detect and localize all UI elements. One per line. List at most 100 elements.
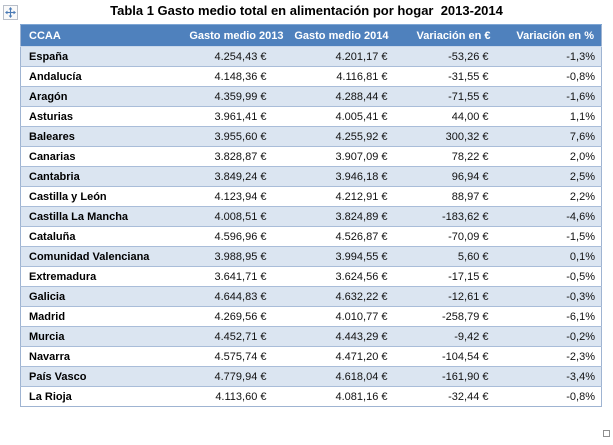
cell-variacion-eur: -9,42 € [395,326,498,347]
cell-gasto-2014: 4.201,17 € [290,46,396,67]
cell-ccaa: Aragón [20,86,161,107]
cell-ccaa: Castilla La Mancha [20,206,161,227]
cell-gasto-2013: 4.359,99 € [160,86,291,107]
table-row: País Vasco 4.779,94 € 4.618,04 € -161,90… [20,366,602,387]
cell-ccaa: Asturias [20,106,161,127]
cell-gasto-2014: 4.116,81 € [290,66,396,87]
cell-variacion-eur: 96,94 € [395,166,498,187]
cell-gasto-2014: 4.632,22 € [290,286,396,307]
cell-gasto-2013: 3.641,71 € [160,266,291,287]
header-row: CCAA Gasto medio 2013 Gasto medio 2014 V… [20,24,602,47]
cell-ccaa: Andalucía [20,66,161,87]
cell-ccaa: Navarra [20,346,161,367]
cell-gasto-2013: 4.779,94 € [160,366,291,387]
table-body: España 4.254,43 € 4.201,17 € -53,26 € -1… [20,46,602,407]
table-row: Asturias 3.961,41 € 4.005,41 € 44,00 € 1… [20,106,602,127]
cell-gasto-2014: 4.288,44 € [290,86,396,107]
cell-gasto-2013: 4.254,43 € [160,46,291,67]
cell-gasto-2014: 4.443,29 € [290,326,396,347]
cell-ccaa: La Rioja [20,386,161,407]
cell-variacion-eur: -53,26 € [395,46,498,67]
cell-gasto-2014: 4.010,77 € [290,306,396,327]
cell-gasto-2014: 4.212,91 € [290,186,396,207]
cell-gasto-2013: 4.644,83 € [160,286,291,307]
cell-variacion-pct: -1,6% [497,86,602,107]
cell-ccaa: Cantabria [20,166,161,187]
cell-gasto-2014: 4.255,92 € [290,126,396,147]
cell-gasto-2013: 4.269,56 € [160,306,291,327]
cell-variacion-eur: 88,97 € [395,186,498,207]
cell-gasto-2014: 4.618,04 € [290,366,396,387]
cell-variacion-pct: -2,3% [497,346,602,367]
table-row: Navarra 4.575,74 € 4.471,20 € -104,54 € … [20,346,602,367]
table-row: Andalucía 4.148,36 € 4.116,81 € -31,55 €… [20,66,602,87]
cell-ccaa: Baleares [20,126,161,147]
cell-variacion-pct: -1,3% [497,46,602,67]
move-arrows-icon [5,7,16,18]
cell-variacion-pct: -4,6% [497,206,602,227]
cell-gasto-2014: 4.526,87 € [290,226,396,247]
cell-gasto-2014: 3.994,55 € [290,246,396,267]
table-row: España 4.254,43 € 4.201,17 € -53,26 € -1… [20,46,602,67]
cell-variacion-pct: 7,6% [497,126,602,147]
cell-gasto-2013: 4.575,74 € [160,346,291,367]
cell-gasto-2014: 4.005,41 € [290,106,396,127]
cell-gasto-2013: 3.849,24 € [160,166,291,187]
table-row: Extremadura 3.641,71 € 3.624,56 € -17,15… [20,266,602,287]
table-row: Cantabria 3.849,24 € 3.946,18 € 96,94 € … [20,166,602,187]
cell-gasto-2013: 3.828,87 € [160,146,291,167]
cell-variacion-eur: -161,90 € [395,366,498,387]
column-header-variacion-pct: Variación en % [497,24,602,47]
cell-gasto-2013: 4.113,60 € [160,386,291,407]
cell-gasto-2013: 4.596,96 € [160,226,291,247]
cell-variacion-pct: 2,0% [497,146,602,167]
cell-variacion-eur: -12,61 € [395,286,498,307]
cell-variacion-eur: -70,09 € [395,226,498,247]
cell-gasto-2014: 3.624,56 € [290,266,396,287]
cell-variacion-eur: -258,79 € [395,306,498,327]
cell-variacion-eur: 300,32 € [395,126,498,147]
cell-variacion-eur: 78,22 € [395,146,498,167]
table-row: Galicia 4.644,83 € 4.632,22 € -12,61 € -… [20,286,602,307]
cell-variacion-eur: -71,55 € [395,86,498,107]
cell-variacion-pct: -0,2% [497,326,602,347]
cell-variacion-pct: -0,8% [497,386,602,407]
column-header-variacion-eur: Variación en € [395,24,498,47]
cell-ccaa: Cataluña [20,226,161,247]
cell-ccaa: Canarias [20,146,161,167]
cell-ccaa: Galicia [20,286,161,307]
cell-variacion-pct: -0,5% [497,266,602,287]
cell-gasto-2014: 3.946,18 € [290,166,396,187]
cell-gasto-2014: 3.907,09 € [290,146,396,167]
cell-variacion-eur: 5,60 € [395,246,498,267]
cell-gasto-2014: 4.471,20 € [290,346,396,367]
cell-ccaa: Comunidad Valenciana [20,246,161,267]
cell-variacion-eur: -17,15 € [395,266,498,287]
cell-variacion-eur: -183,62 € [395,206,498,227]
table-resize-handle[interactable] [603,430,610,437]
table-row: Comunidad Valenciana 3.988,95 € 3.994,55… [20,246,602,267]
cell-variacion-pct: -0,8% [497,66,602,87]
cell-variacion-pct: 0,1% [497,246,602,267]
cell-gasto-2014: 4.081,16 € [290,386,396,407]
table-row: Baleares 3.955,60 € 4.255,92 € 300,32 € … [20,126,602,147]
cell-variacion-eur: 44,00 € [395,106,498,127]
cell-gasto-2013: 4.148,36 € [160,66,291,87]
cell-variacion-eur: -32,44 € [395,386,498,407]
cell-gasto-2013: 4.123,94 € [160,186,291,207]
table-row: Canarias 3.828,87 € 3.907,09 € 78,22 € 2… [20,146,602,167]
cell-gasto-2013: 3.955,60 € [160,126,291,147]
table-row: Castilla y León 4.123,94 € 4.212,91 € 88… [20,186,602,207]
cell-ccaa: España [20,46,161,67]
table-row: Aragón 4.359,99 € 4.288,44 € -71,55 € -1… [20,86,602,107]
table-row: La Rioja 4.113,60 € 4.081,16 € -32,44 € … [20,386,602,407]
cell-variacion-eur: -104,54 € [395,346,498,367]
cell-gasto-2013: 4.452,71 € [160,326,291,347]
table-title: Tabla 1 Gasto medio total en alimentació… [110,3,503,18]
cell-gasto-2013: 4.008,51 € [160,206,291,227]
cell-gasto-2013: 3.961,41 € [160,106,291,127]
cell-variacion-pct: -0,3% [497,286,602,307]
table-move-handle[interactable] [3,5,18,20]
cell-variacion-pct: 2,2% [497,186,602,207]
cell-ccaa: Madrid [20,306,161,327]
